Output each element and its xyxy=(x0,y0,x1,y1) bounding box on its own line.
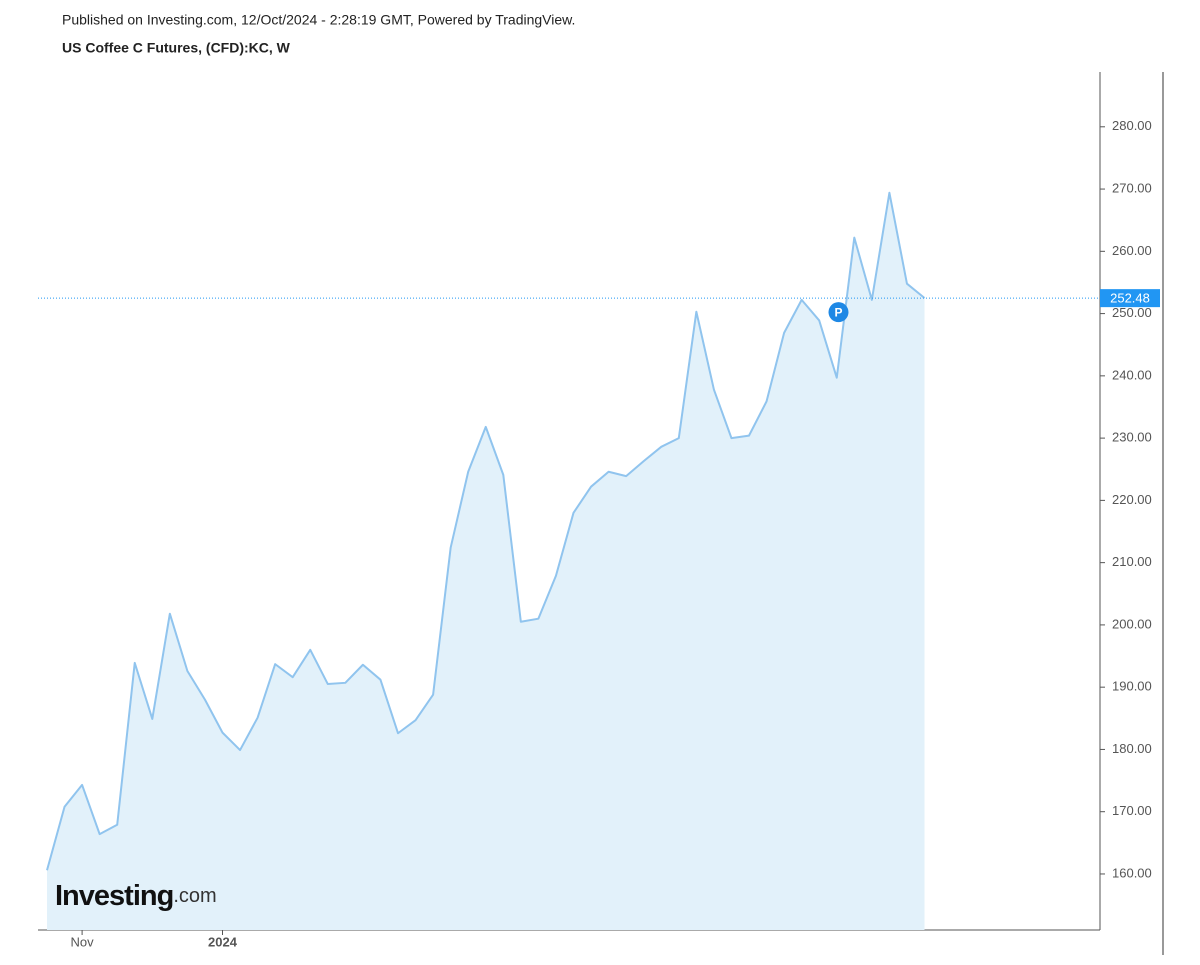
y-tick-label: 180.00 xyxy=(1112,741,1152,756)
y-tick-label: 230.00 xyxy=(1112,430,1152,445)
last-price-box xyxy=(1100,289,1160,308)
x-tick-label: Nov xyxy=(71,934,95,949)
p-marker xyxy=(828,302,849,323)
y-tick-label: 160.00 xyxy=(1112,865,1152,880)
y-tick-label: 190.00 xyxy=(1112,679,1152,694)
y-tick-label: 220.00 xyxy=(1112,492,1152,507)
y-tick-label: 250.00 xyxy=(1112,305,1152,320)
price-line xyxy=(46,191,926,871)
x-tick-label: 2024 xyxy=(208,934,238,949)
y-tick-label: 280.00 xyxy=(1112,118,1152,133)
watermark: Investing.com xyxy=(55,880,217,912)
y-tick-label: 260.00 xyxy=(1112,243,1152,258)
plot xyxy=(46,191,926,930)
chart-title: US Coffee C Futures, (CFD):KC, W xyxy=(62,40,291,56)
y-tick-label: 240.00 xyxy=(1112,367,1152,382)
y-tick-label: 210.00 xyxy=(1112,554,1152,569)
last-price-label: 252.48 xyxy=(1110,291,1150,306)
published-note: Published on Investing.com, 12/Oct/2024 … xyxy=(62,12,575,28)
area-fill xyxy=(47,192,925,930)
y-tick-label: 170.00 xyxy=(1112,803,1152,818)
p-marker-icon: P xyxy=(834,305,842,319)
y-tick-label: 200.00 xyxy=(1112,616,1152,631)
y-tick-label: 270.00 xyxy=(1112,180,1152,195)
